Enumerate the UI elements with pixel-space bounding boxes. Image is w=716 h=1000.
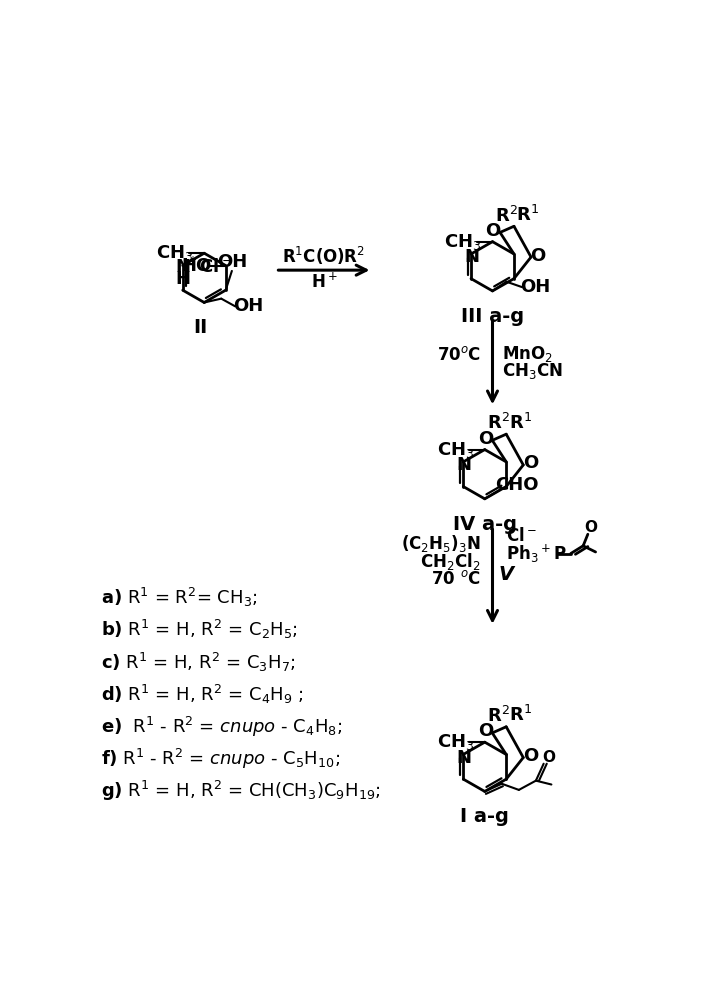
Text: $\mathbf{a)}$ R$^1$ = R$^2$= CH$_3$;: $\mathbf{a)}$ R$^1$ = R$^2$= CH$_3$; (101, 586, 258, 609)
Text: R$^1$: R$^1$ (509, 413, 532, 433)
Text: (C$_2$H$_5$)$_3$N: (C$_2$H$_5$)$_3$N (401, 533, 481, 554)
Text: CH$_2$Cl$_2$: CH$_2$Cl$_2$ (420, 551, 481, 572)
Text: III a-g: III a-g (461, 307, 524, 326)
Text: CH$_3$: CH$_3$ (156, 243, 193, 263)
Text: R$^2$: R$^2$ (487, 706, 510, 726)
Text: H$^+$: H$^+$ (311, 273, 337, 292)
Text: 70 $^o$C: 70 $^o$C (431, 570, 481, 588)
Text: OH: OH (520, 278, 551, 296)
Text: O: O (523, 747, 538, 765)
Text: V: V (499, 565, 514, 584)
Text: OH: OH (233, 297, 263, 315)
Text: N: N (457, 456, 472, 474)
Text: $\mathbf{d)}$ R$^1$ = H, R$^2$ = C$_4$H$_9$ ;: $\mathbf{d)}$ R$^1$ = H, R$^2$ = C$_4$H$… (101, 683, 304, 706)
Text: MnO$_2$: MnO$_2$ (502, 344, 553, 364)
Text: $\mathbf{c)}$ R$^1$ = H, R$^2$ = C$_3$H$_7$;: $\mathbf{c)}$ R$^1$ = H, R$^2$ = C$_3$H$… (101, 651, 296, 674)
Text: R$^1$C(O)R$^2$: R$^1$C(O)R$^2$ (282, 245, 365, 267)
Text: $^+$: $^+$ (185, 255, 197, 269)
Text: CHO: CHO (495, 476, 539, 494)
Text: II: II (193, 318, 208, 337)
Text: $\mathbf{b)}$ R$^1$ = H, R$^2$ = C$_2$H$_5$;: $\mathbf{b)}$ R$^1$ = H, R$^2$ = C$_2$H$… (101, 618, 298, 641)
Text: R$^2$: R$^2$ (495, 205, 518, 226)
Text: O: O (478, 722, 493, 740)
Text: R$^1$: R$^1$ (516, 205, 539, 225)
Text: I a-g: I a-g (460, 807, 509, 826)
Text: O: O (542, 750, 555, 765)
Text: R$^1$: R$^1$ (509, 705, 532, 725)
Text: O: O (523, 454, 538, 472)
Text: IV a-g: IV a-g (453, 515, 517, 534)
Text: CH$_3$: CH$_3$ (437, 440, 474, 460)
Text: $\mathbf{e)}$  R$^1$ - R$^2$ = $\mathit{cnupo}$ - C$_4$H$_8$;: $\mathbf{e)}$ R$^1$ - R$^2$ = $\mathit{c… (101, 715, 342, 739)
Text: N: N (175, 258, 190, 276)
Text: HO: HO (181, 257, 211, 275)
Text: N: N (464, 248, 479, 266)
Text: Ph$_3$$^+$P: Ph$_3$$^+$P (506, 542, 567, 565)
Text: H: H (175, 270, 190, 288)
Text: O: O (478, 430, 493, 448)
Text: N: N (457, 749, 472, 767)
Text: R$^2$: R$^2$ (487, 413, 510, 433)
Text: 70$^o$C: 70$^o$C (437, 346, 481, 364)
Text: CH$_3$CN: CH$_3$CN (502, 361, 563, 381)
Text: Cl$^-$: Cl$^-$ (198, 258, 232, 276)
Text: O: O (584, 520, 597, 535)
Text: O: O (531, 247, 546, 265)
Text: OH: OH (217, 253, 247, 271)
Text: CH$_3$: CH$_3$ (445, 232, 482, 252)
Text: CH$_3$: CH$_3$ (437, 732, 474, 752)
Text: $\mathbf{f)}$ R$^1$ - R$^2$ = $\mathit{cnupo}$ - C$_5$H$_{10}$;: $\mathbf{f)}$ R$^1$ - R$^2$ = $\mathit{c… (101, 747, 340, 771)
Text: $\mathbf{g)}$ R$^1$ = H, R$^2$ = CH(CH$_3$)C$_9$H$_{19}$;: $\mathbf{g)}$ R$^1$ = H, R$^2$ = CH(CH$_… (101, 779, 381, 803)
Text: Cl$^-$: Cl$^-$ (506, 527, 537, 545)
Text: O: O (485, 222, 500, 240)
